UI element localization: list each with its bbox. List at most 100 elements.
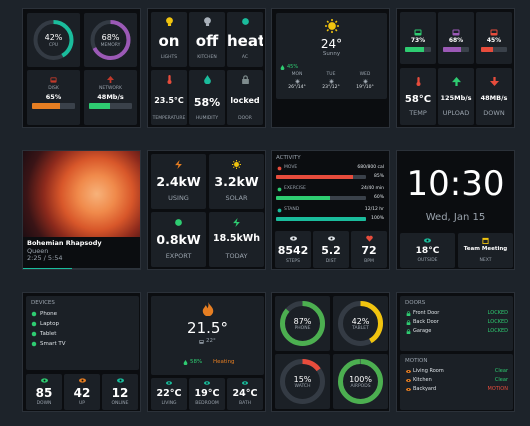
room-temp: 19°C — [194, 388, 220, 399]
bar-fill — [32, 103, 60, 109]
security-status: LOCKED — [487, 319, 508, 325]
icon — [327, 236, 335, 241]
icon — [241, 75, 249, 84]
forecast-day: MON 26°/14° — [281, 72, 313, 97]
album-art — [23, 151, 140, 237]
icon — [362, 79, 368, 84]
clock-tile-value: 18°C — [415, 246, 440, 256]
tile: 18°C OUTSIDE — [400, 233, 455, 268]
device-name: Phone — [40, 310, 58, 317]
security-item: Back Door — [413, 319, 439, 325]
room-name: LIVING — [161, 401, 177, 406]
icon — [183, 360, 187, 365]
bar-fill — [276, 217, 366, 221]
icon — [280, 65, 284, 70]
room-name: BATH — [239, 401, 251, 406]
progress-track — [23, 268, 140, 269]
icon — [166, 75, 172, 84]
tile: 23.5°C TEMPERATURE — [151, 70, 187, 125]
forecast-day: WED 19°/10° — [349, 72, 381, 97]
tile: 42% TABLET — [333, 296, 388, 351]
forecast-temps: 23°/12° — [322, 85, 340, 90]
bar-fill — [405, 47, 424, 52]
tile: 68% MEMORY — [84, 13, 137, 67]
thermostat-target: 22° — [151, 338, 264, 346]
forecast-day: TUE 23°/12° — [315, 72, 347, 97]
forecast-temps: 26°/14° — [288, 85, 306, 90]
ring — [338, 359, 383, 404]
tile: MOTION Living Room Clear Kitchen Clear Backya… — [400, 354, 513, 410]
tile: 125Mb/s UPLOAD — [438, 68, 474, 125]
tile: 68% — [438, 12, 474, 64]
goal-name: EXERCISE — [284, 186, 306, 191]
icon — [31, 321, 37, 327]
monitor-stat: 125Mb/s — [440, 94, 472, 102]
ring — [33, 20, 74, 60]
tile: off KITCHEN — [189, 12, 225, 67]
tile: 3.2kW SOLAR — [209, 154, 264, 209]
security-status: Clear — [494, 368, 508, 374]
tile: 15% WATCH — [275, 354, 330, 409]
icon — [198, 339, 204, 344]
tile: DISK 65% — [27, 70, 80, 125]
clock-tile-value: Team Meeting — [463, 246, 508, 252]
device-count: 85 — [35, 386, 53, 400]
home-panel: on LIGHTS off KITCHEN heat AC 23.5°C TEMPERATUR… — [147, 8, 266, 128]
tile: 0.8kW EXPORT — [151, 212, 206, 267]
icon — [202, 302, 213, 316]
icon — [241, 18, 249, 25]
goal-name: MOVE — [284, 165, 298, 170]
ring-arc — [338, 301, 383, 346]
home-value: 58% — [193, 96, 221, 109]
icon — [277, 166, 281, 171]
icon — [324, 19, 339, 33]
icon — [415, 77, 421, 86]
activity-label: STEPS — [285, 259, 301, 264]
weather-condition: Sunny — [322, 51, 341, 57]
security-title: MOTION — [405, 358, 428, 364]
battery-value: 87% — [293, 317, 312, 326]
icon — [166, 381, 172, 385]
ring-label: MEMORY — [100, 43, 121, 48]
tile: heat AC — [227, 12, 263, 67]
icon — [78, 378, 86, 383]
home-label: KITCHEN — [197, 55, 217, 60]
icon — [203, 75, 211, 84]
monitor-value: 73% — [410, 37, 426, 44]
icon — [233, 218, 240, 227]
goal-percent: 60% — [373, 195, 384, 200]
bar-track — [276, 175, 366, 179]
activity-value: 5.2 — [321, 244, 341, 257]
icon — [165, 17, 173, 26]
track-title: Bohemian Rhapsody — [27, 239, 102, 247]
activity-value: 72 — [361, 244, 377, 257]
energy-label: EXPORT — [165, 252, 192, 260]
monitor-value: 68% — [448, 37, 464, 44]
ring-arc — [90, 20, 131, 60]
home-label: DOOR — [238, 116, 252, 121]
icon — [406, 329, 410, 334]
energy-panel: 2.4kW USING 3.2kW SOLAR 0.8kW EXPORT 18.5kWh TO… — [147, 150, 266, 270]
battery-label: WATCH — [294, 384, 311, 389]
icon — [277, 208, 281, 213]
security-item: Living Room — [413, 368, 444, 374]
home-label: HUMIDITY — [195, 116, 219, 121]
monitor-value: 45% — [486, 37, 502, 44]
icon — [405, 388, 411, 391]
icon — [31, 341, 37, 347]
clock-tile-label: NEXT — [479, 258, 492, 263]
bar-track — [276, 196, 366, 200]
device-name: Tablet — [40, 330, 57, 337]
batteries-panel: 87% PHONE 42% TABLET 15% WATCH 100% AIRPODS — [271, 292, 390, 412]
battery-value: 15% — [293, 375, 312, 384]
bar-track — [443, 47, 469, 52]
ring — [338, 301, 383, 346]
tile: 48MB/s DOWN — [476, 68, 512, 125]
thermostat-mode: Heating — [213, 359, 235, 365]
battery-label: AIRPODS — [350, 384, 371, 389]
security-item: Backyard — [413, 386, 437, 392]
bar-fill — [443, 47, 461, 52]
energy-value: 2.4kW — [156, 174, 201, 189]
ring-value: 42% — [44, 33, 63, 42]
